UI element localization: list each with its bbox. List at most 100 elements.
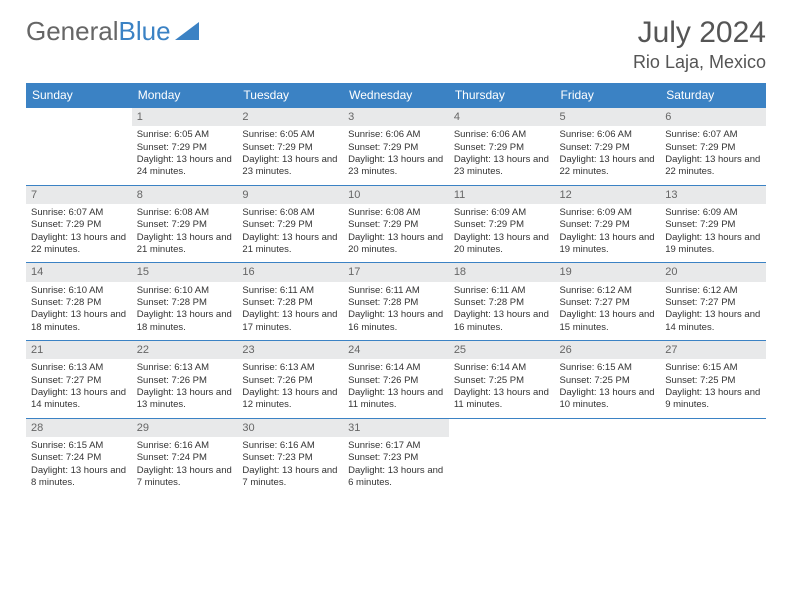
- sunrise-text: Sunrise: 6:11 AM: [454, 285, 550, 297]
- daylight-text: Daylight: 13 hours and 11 minutes.: [454, 387, 550, 412]
- calendar-cell: 31Sunrise: 6:17 AMSunset: 7:23 PMDayligh…: [343, 418, 449, 496]
- day-content: Sunrise: 6:05 AMSunset: 7:29 PMDaylight:…: [132, 126, 238, 184]
- sunset-text: Sunset: 7:29 PM: [137, 142, 233, 154]
- day-number: 5: [555, 107, 661, 126]
- day-content: Sunrise: 6:08 AMSunset: 7:29 PMDaylight:…: [132, 204, 238, 262]
- day-header: Sunday: [26, 83, 132, 107]
- daylight-text: Daylight: 13 hours and 18 minutes.: [31, 309, 127, 334]
- sunrise-text: Sunrise: 6:12 AM: [665, 285, 761, 297]
- calendar-cell: 10Sunrise: 6:08 AMSunset: 7:29 PMDayligh…: [343, 185, 449, 263]
- day-content: Sunrise: 6:12 AMSunset: 7:27 PMDaylight:…: [660, 282, 766, 340]
- day-number-empty: [449, 418, 555, 437]
- calendar-cell: 9Sunrise: 6:08 AMSunset: 7:29 PMDaylight…: [237, 185, 343, 263]
- daylight-text: Daylight: 13 hours and 14 minutes.: [31, 387, 127, 412]
- day-number: 26: [555, 340, 661, 359]
- day-number: 21: [26, 340, 132, 359]
- sunrise-text: Sunrise: 6:16 AM: [242, 440, 338, 452]
- day-content: Sunrise: 6:12 AMSunset: 7:27 PMDaylight:…: [555, 282, 661, 340]
- sunset-text: Sunset: 7:26 PM: [348, 375, 444, 387]
- day-number: 10: [343, 185, 449, 204]
- day-content: Sunrise: 6:07 AMSunset: 7:29 PMDaylight:…: [26, 204, 132, 262]
- day-content: Sunrise: 6:06 AMSunset: 7:29 PMDaylight:…: [555, 126, 661, 184]
- day-number: 15: [132, 262, 238, 281]
- day-content: Sunrise: 6:07 AMSunset: 7:29 PMDaylight:…: [660, 126, 766, 184]
- day-content: Sunrise: 6:15 AMSunset: 7:25 PMDaylight:…: [660, 359, 766, 417]
- daylight-text: Daylight: 13 hours and 10 minutes.: [560, 387, 656, 412]
- day-number: 22: [132, 340, 238, 359]
- day-header: Tuesday: [237, 83, 343, 107]
- day-content: Sunrise: 6:14 AMSunset: 7:26 PMDaylight:…: [343, 359, 449, 417]
- calendar-cell: 14Sunrise: 6:10 AMSunset: 7:28 PMDayligh…: [26, 262, 132, 340]
- sunrise-text: Sunrise: 6:06 AM: [560, 129, 656, 141]
- day-header: Friday: [555, 83, 661, 107]
- daylight-text: Daylight: 13 hours and 22 minutes.: [560, 154, 656, 179]
- day-content: Sunrise: 6:11 AMSunset: 7:28 PMDaylight:…: [449, 282, 555, 340]
- sunset-text: Sunset: 7:23 PM: [348, 452, 444, 464]
- calendar-cell: 26Sunrise: 6:15 AMSunset: 7:25 PMDayligh…: [555, 340, 661, 418]
- day-header-row: SundayMondayTuesdayWednesdayThursdayFrid…: [26, 83, 766, 107]
- daylight-text: Daylight: 13 hours and 22 minutes.: [665, 154, 761, 179]
- sunrise-text: Sunrise: 6:09 AM: [454, 207, 550, 219]
- day-content: Sunrise: 6:06 AMSunset: 7:29 PMDaylight:…: [343, 126, 449, 184]
- calendar-cell: 11Sunrise: 6:09 AMSunset: 7:29 PMDayligh…: [449, 185, 555, 263]
- sunset-text: Sunset: 7:29 PM: [560, 142, 656, 154]
- calendar-cell: 19Sunrise: 6:12 AMSunset: 7:27 PMDayligh…: [555, 262, 661, 340]
- header: GeneralBlue July 2024 Rio Laja, Mexico: [26, 16, 766, 73]
- day-number: 27: [660, 340, 766, 359]
- daylight-text: Daylight: 13 hours and 23 minutes.: [348, 154, 444, 179]
- sunset-text: Sunset: 7:29 PM: [454, 219, 550, 231]
- daylight-text: Daylight: 13 hours and 7 minutes.: [242, 465, 338, 490]
- sunset-text: Sunset: 7:29 PM: [348, 219, 444, 231]
- sunrise-text: Sunrise: 6:11 AM: [242, 285, 338, 297]
- day-header: Thursday: [449, 83, 555, 107]
- day-content: Sunrise: 6:10 AMSunset: 7:28 PMDaylight:…: [132, 282, 238, 340]
- day-content: Sunrise: 6:13 AMSunset: 7:26 PMDaylight:…: [132, 359, 238, 417]
- calendar-cell: 12Sunrise: 6:09 AMSunset: 7:29 PMDayligh…: [555, 185, 661, 263]
- day-header: Monday: [132, 83, 238, 107]
- day-number-empty: [660, 418, 766, 437]
- calendar-cell: 15Sunrise: 6:10 AMSunset: 7:28 PMDayligh…: [132, 262, 238, 340]
- sunset-text: Sunset: 7:27 PM: [560, 297, 656, 309]
- sunset-text: Sunset: 7:26 PM: [137, 375, 233, 387]
- daylight-text: Daylight: 13 hours and 12 minutes.: [242, 387, 338, 412]
- sunset-text: Sunset: 7:29 PM: [665, 142, 761, 154]
- calendar-cell: 18Sunrise: 6:11 AMSunset: 7:28 PMDayligh…: [449, 262, 555, 340]
- day-content: Sunrise: 6:05 AMSunset: 7:29 PMDaylight:…: [237, 126, 343, 184]
- sunset-text: Sunset: 7:28 PM: [242, 297, 338, 309]
- daylight-text: Daylight: 13 hours and 20 minutes.: [348, 232, 444, 257]
- day-number-empty: [555, 418, 661, 437]
- calendar-cell: 23Sunrise: 6:13 AMSunset: 7:26 PMDayligh…: [237, 340, 343, 418]
- day-content: Sunrise: 6:08 AMSunset: 7:29 PMDaylight:…: [237, 204, 343, 262]
- day-content: Sunrise: 6:08 AMSunset: 7:29 PMDaylight:…: [343, 204, 449, 262]
- daylight-text: Daylight: 13 hours and 11 minutes.: [348, 387, 444, 412]
- day-content: Sunrise: 6:06 AMSunset: 7:29 PMDaylight:…: [449, 126, 555, 184]
- day-number: 8: [132, 185, 238, 204]
- logo-text-1: General: [26, 16, 119, 47]
- daylight-text: Daylight: 13 hours and 21 minutes.: [242, 232, 338, 257]
- daylight-text: Daylight: 13 hours and 18 minutes.: [137, 309, 233, 334]
- sunset-text: Sunset: 7:29 PM: [560, 219, 656, 231]
- day-number: 1: [132, 107, 238, 126]
- calendar-cell: 2Sunrise: 6:05 AMSunset: 7:29 PMDaylight…: [237, 107, 343, 185]
- day-number: 29: [132, 418, 238, 437]
- day-content: Sunrise: 6:17 AMSunset: 7:23 PMDaylight:…: [343, 437, 449, 495]
- day-content: Sunrise: 6:15 AMSunset: 7:25 PMDaylight:…: [555, 359, 661, 417]
- day-header: Saturday: [660, 83, 766, 107]
- calendar-cell: 7Sunrise: 6:07 AMSunset: 7:29 PMDaylight…: [26, 185, 132, 263]
- sunrise-text: Sunrise: 6:06 AM: [348, 129, 444, 141]
- daylight-text: Daylight: 13 hours and 20 minutes.: [454, 232, 550, 257]
- sunrise-text: Sunrise: 6:10 AM: [31, 285, 127, 297]
- day-number: 7: [26, 185, 132, 204]
- sunrise-text: Sunrise: 6:08 AM: [137, 207, 233, 219]
- calendar-cell: [660, 418, 766, 496]
- sunrise-text: Sunrise: 6:10 AM: [137, 285, 233, 297]
- day-content: Sunrise: 6:16 AMSunset: 7:24 PMDaylight:…: [132, 437, 238, 495]
- sunrise-text: Sunrise: 6:08 AM: [242, 207, 338, 219]
- calendar-week-row: 14Sunrise: 6:10 AMSunset: 7:28 PMDayligh…: [26, 262, 766, 340]
- sunrise-text: Sunrise: 6:13 AM: [242, 362, 338, 374]
- day-number: 24: [343, 340, 449, 359]
- calendar-cell: 28Sunrise: 6:15 AMSunset: 7:24 PMDayligh…: [26, 418, 132, 496]
- sunset-text: Sunset: 7:29 PM: [454, 142, 550, 154]
- daylight-text: Daylight: 13 hours and 14 minutes.: [665, 309, 761, 334]
- calendar-cell: 30Sunrise: 6:16 AMSunset: 7:23 PMDayligh…: [237, 418, 343, 496]
